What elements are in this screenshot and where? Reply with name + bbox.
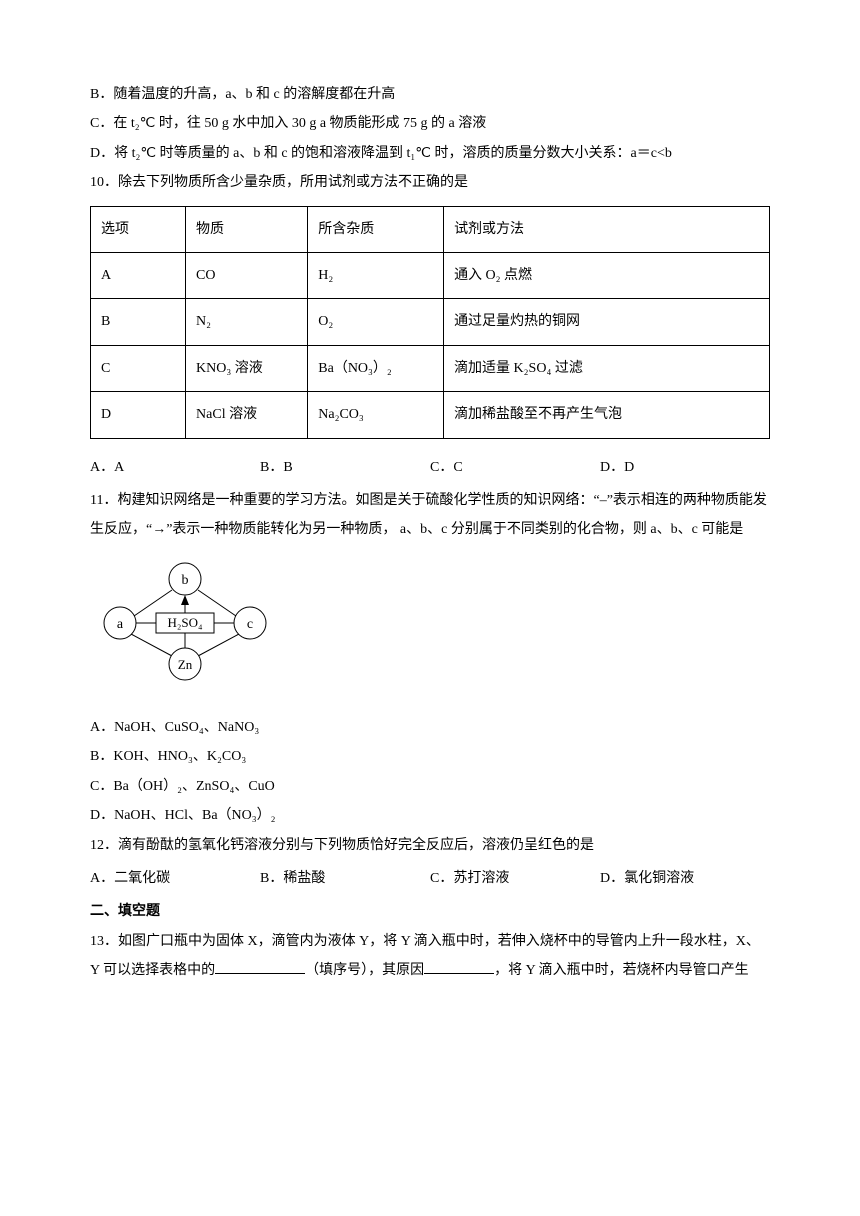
q10-option-c: C．C [430, 453, 600, 482]
table-cell: H₂ [308, 252, 444, 298]
q10-table: 选项 物质 所含杂质 试剂或方法 A CO H₂ 通入 O₂ 点燃 B N₂ O… [90, 206, 770, 439]
node-a-label: a [117, 617, 124, 632]
q10-option-b: B．B [260, 453, 430, 482]
table-cell: A [91, 252, 186, 298]
q11-option-a: A．NaOH、CuSO₄、NaNO₃ [90, 713, 770, 742]
table-header-3: 试剂或方法 [444, 206, 770, 252]
node-c-label: c [247, 617, 253, 632]
fill-blank-2[interactable] [424, 959, 494, 974]
table-cell: Ba（NO₃）₂ [308, 345, 444, 391]
table-cell: N₂ [186, 299, 308, 345]
q9-option-d: D．将 t₂℃ 时等质量的 a、b 和 c 的饱和溶液降温到 t₁℃ 时，溶质的… [90, 139, 770, 168]
q13-stem-line2: Y 可以选择表格中的 （填序号），其原因 ，将 Y 滴入瓶中时，若烧杯内导管口产生 [90, 956, 770, 985]
table-cell: Na₂CO₃ [308, 392, 444, 438]
section-2-heading: 二、填空题 [90, 897, 770, 926]
table-header-2: 所含杂质 [308, 206, 444, 252]
q9-option-b: B．随着温度的升高，a、b 和 c 的溶解度都在升高 [90, 80, 770, 109]
table-cell: O₂ [308, 299, 444, 345]
table-cell: NaCl 溶液 [186, 392, 308, 438]
q13-stem-line1: 13．如图广口瓶中为固体 X，滴管内为液体 Y，将 Y 滴入瓶中时，若伸入烧杯中… [90, 927, 770, 956]
q13-text-c: ，将 Y 滴入瓶中时，若烧杯内导管口产生 [494, 963, 749, 978]
table-row: A CO H₂ 通入 O₂ 点燃 [91, 252, 770, 298]
table-header-1: 物质 [186, 206, 308, 252]
table-row: C KNO₃ 溶液 Ba（NO₃）₂ 滴加适量 K₂SO₄ 过滤 [91, 345, 770, 391]
table-cell: D [91, 392, 186, 438]
q10-option-a: A．A [90, 453, 260, 482]
table-cell: 通过足量灼热的铜网 [444, 299, 770, 345]
q11-diagram: a b c Zn H₂SO₄ [90, 561, 770, 697]
q9-option-c: C．在 t₂℃ 时，往 50 g 水中加入 30 g a 物质能形成 75 g … [90, 109, 770, 138]
q11-option-d: D．NaOH、HCl、Ba（NO₃）₂ [90, 801, 770, 830]
q11-option-c: C．Ba（OH）₂、ZnSO₄、CuO [90, 772, 770, 801]
table-cell: 滴加适量 K₂SO₄ 过滤 [444, 345, 770, 391]
q12-stem: 12．滴有酚酞的氢氧化钙溶液分别与下列物质恰好完全反应后，溶液仍呈红色的是 [90, 831, 770, 860]
q12-option-d: D．氯化铜溶液 [600, 864, 770, 893]
table-row: B N₂ O₂ 通过足量灼热的铜网 [91, 299, 770, 345]
q13-text-a: Y 可以选择表格中的 [90, 963, 215, 978]
q12-options: A．二氧化碳 B．稀盐酸 C．苏打溶液 D．氯化铜溶液 [90, 864, 770, 893]
table-cell: 滴加稀盐酸至不再产生气泡 [444, 392, 770, 438]
table-row: 选项 物质 所含杂质 试剂或方法 [91, 206, 770, 252]
q11-stem: 11．构建知识网络是一种重要的学习方法。如图是关于硫酸化学性质的知识网络：“–”… [90, 486, 770, 545]
table-cell: B [91, 299, 186, 345]
table-cell: 通入 O₂ 点燃 [444, 252, 770, 298]
table-cell: KNO₃ 溶液 [186, 345, 308, 391]
node-zn-label: Zn [178, 657, 193, 672]
table-header-0: 选项 [91, 206, 186, 252]
q12-option-c: C．苏打溶液 [430, 864, 600, 893]
q12-option-b: B．稀盐酸 [260, 864, 430, 893]
table-cell: C [91, 345, 186, 391]
table-cell: CO [186, 252, 308, 298]
q10-options: A．A B．B C．C D．D [90, 453, 770, 482]
q12-option-a: A．二氧化碳 [90, 864, 260, 893]
q10-option-d: D．D [600, 453, 770, 482]
q13-text-b: （填序号），其原因 [305, 963, 424, 978]
node-b-label: b [182, 573, 189, 588]
network-diagram-icon: a b c Zn H₂SO₄ [90, 561, 280, 686]
q11-option-b: B．KOH、HNO₃、K₂CO₃ [90, 742, 770, 771]
q10-stem: 10．除去下列物质所含少量杂质，所用试剂或方法不正确的是 [90, 168, 770, 197]
node-h2so4-label: H₂SO₄ [167, 615, 203, 630]
fill-blank-1[interactable] [215, 959, 305, 974]
table-row: D NaCl 溶液 Na₂CO₃ 滴加稀盐酸至不再产生气泡 [91, 392, 770, 438]
